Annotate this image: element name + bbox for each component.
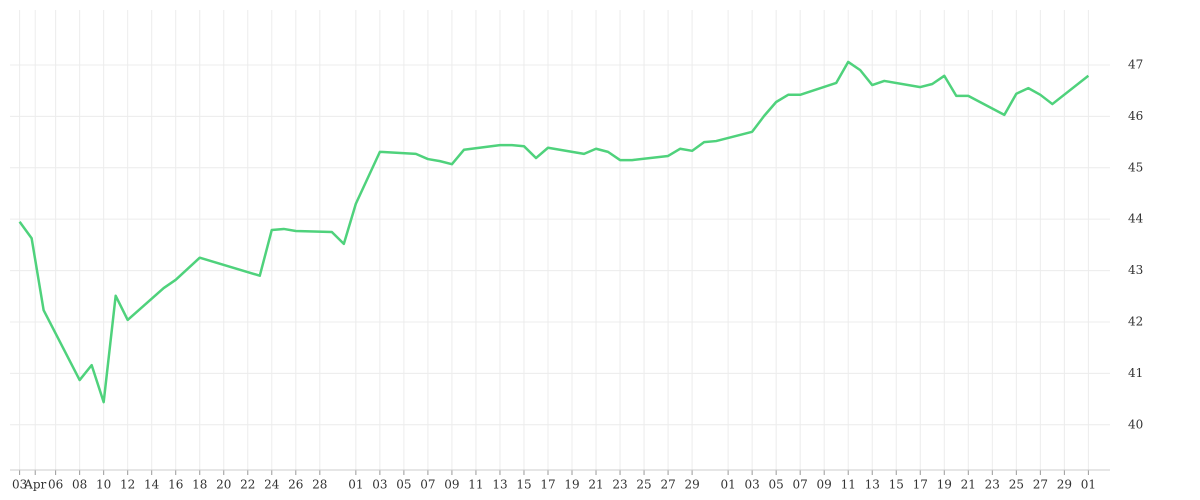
x-tick-label: 01 bbox=[1081, 478, 1096, 492]
y-tick-label: 43 bbox=[1128, 263, 1143, 277]
x-tick-label: 06 bbox=[48, 478, 63, 492]
x-tick-label: 27 bbox=[1033, 478, 1048, 492]
x-tick-label: 25 bbox=[1009, 478, 1024, 492]
x-tick-label: 23 bbox=[985, 478, 1000, 492]
x-tick-label: 24 bbox=[264, 478, 280, 492]
y-tick-label: 44 bbox=[1128, 212, 1144, 226]
x-tick-label: 12 bbox=[120, 478, 135, 492]
x-tick-label: 23 bbox=[612, 478, 627, 492]
x-tick-label: 29 bbox=[1057, 478, 1072, 492]
x-tick-label: 03 bbox=[372, 478, 387, 492]
x-tick-label: 17 bbox=[540, 478, 555, 492]
x-tick-label: 21 bbox=[588, 478, 603, 492]
x-tick-label: 03 bbox=[744, 478, 759, 492]
x-tick-label: 15 bbox=[516, 478, 531, 492]
x-tick-label: 13 bbox=[492, 478, 507, 492]
x-tick-label: 11 bbox=[841, 478, 856, 492]
x-tick-label: 09 bbox=[817, 478, 832, 492]
x-tick-label: 14 bbox=[144, 478, 160, 492]
x-tick-label: 28 bbox=[312, 478, 327, 492]
y-tick-label: 45 bbox=[1128, 160, 1143, 174]
x-tick-label: 13 bbox=[865, 478, 880, 492]
x-tick-label: 27 bbox=[660, 478, 675, 492]
x-tick-label: 07 bbox=[420, 478, 435, 492]
y-tick-label: 42 bbox=[1128, 314, 1143, 328]
x-tick-label: 17 bbox=[913, 478, 928, 492]
x-tick-label: 18 bbox=[192, 478, 207, 492]
data-line bbox=[18, 60, 1090, 404]
x-tick-label: 25 bbox=[636, 478, 651, 492]
x-tick-label: 01 bbox=[348, 478, 363, 492]
y-tick-label: 41 bbox=[1128, 366, 1143, 380]
x-tick-label: 19 bbox=[564, 478, 579, 492]
x-tick-label: 01 bbox=[720, 478, 735, 492]
x-tick-label: 21 bbox=[961, 478, 976, 492]
x-tick-label: 05 bbox=[396, 478, 411, 492]
x-tick-label: 29 bbox=[684, 478, 699, 492]
x-tick-label: 22 bbox=[240, 478, 255, 492]
x-tick-label: 26 bbox=[288, 478, 303, 492]
x-tick-label: 10 bbox=[96, 478, 111, 492]
x-tick-label: Apr bbox=[23, 478, 46, 492]
x-tick-label: 05 bbox=[769, 478, 784, 492]
y-tick-label: 40 bbox=[1128, 417, 1143, 431]
x-tick-label: 16 bbox=[168, 478, 183, 492]
y-tick-label: 47 bbox=[1128, 57, 1143, 71]
x-tick-label: 07 bbox=[793, 478, 808, 492]
x-tick-label: 20 bbox=[216, 478, 231, 492]
x-tick-label: 08 bbox=[72, 478, 87, 492]
x-tick-label: 19 bbox=[937, 478, 952, 492]
y-tick-label: 46 bbox=[1128, 109, 1143, 123]
x-tick-label: 03 bbox=[12, 478, 27, 492]
x-tick-label: 15 bbox=[889, 478, 904, 492]
x-tick-label: 11 bbox=[468, 478, 483, 492]
x-tick-label: 09 bbox=[444, 478, 459, 492]
